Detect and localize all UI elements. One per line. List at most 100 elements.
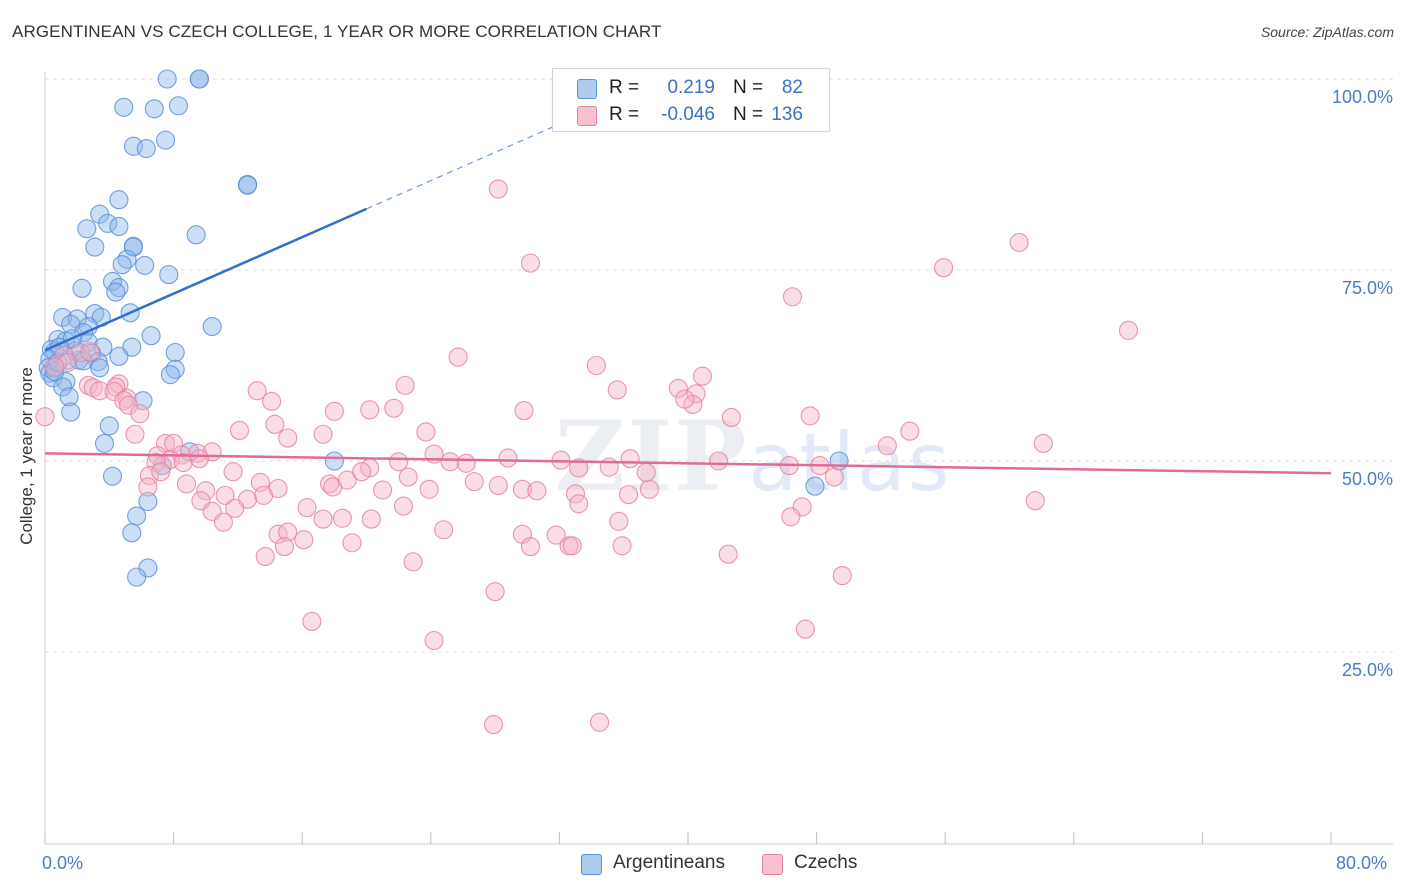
czechs-point: [265, 414, 285, 434]
argentineans-point: [324, 451, 344, 471]
czechs-point: [342, 533, 362, 553]
czechs-point: [138, 477, 158, 497]
czechs-point: [569, 494, 589, 514]
argentineans-point: [127, 567, 147, 587]
argentineans-trend-line: [44, 207, 368, 352]
czechs-point: [464, 472, 484, 492]
czechs-point: [934, 258, 954, 278]
y-tick-100: 100.0%: [1331, 87, 1393, 107]
czechs-point: [384, 398, 404, 418]
czechs-point: [718, 544, 738, 564]
czechs-point: [795, 619, 815, 639]
argentineans-point: [165, 342, 185, 363]
czechs-point: [527, 481, 547, 501]
czechs-point: [403, 552, 423, 572]
legend-n-value-czechs: 136: [771, 104, 803, 125]
czechs-point: [57, 352, 78, 372]
czechs-point: [360, 400, 380, 420]
czechs-point: [419, 479, 439, 499]
y-axis-label: College, 1 year or more: [17, 367, 36, 545]
argentineans-point: [189, 69, 209, 89]
gridlines: [45, 78, 1393, 653]
czechs-point: [512, 479, 532, 499]
czechs-point: [520, 537, 541, 557]
czechs-point: [237, 489, 258, 509]
argentineans-point: [88, 352, 108, 372]
czechs-point: [424, 630, 444, 651]
czechs-point: [80, 342, 100, 362]
czechs-point: [294, 530, 314, 550]
czechs-point: [70, 342, 90, 363]
bottom-legend-swatch-argentineans: [581, 854, 602, 875]
czechs-point: [586, 355, 606, 376]
czechs-point: [498, 448, 518, 468]
czechs-point: [297, 498, 317, 518]
argentineans-point: [202, 316, 222, 337]
czechs-point: [1118, 320, 1139, 340]
argentineans-point: [144, 99, 164, 119]
czechs-point: [255, 546, 275, 567]
czechs-point: [213, 512, 233, 532]
argentineans-point: [109, 346, 129, 366]
legend-n-label: N =: [733, 77, 764, 98]
czechs-point: [398, 467, 418, 487]
czechs-point: [223, 462, 243, 482]
argentineans-point: [829, 451, 849, 471]
argentineans-point: [114, 97, 134, 117]
czechs-trend-line: [44, 452, 1332, 475]
czechs-point: [247, 381, 267, 401]
czechs-point: [620, 449, 640, 469]
czechs-point: [686, 384, 706, 404]
legend-n-label: N =: [733, 104, 764, 125]
czechs-point: [877, 436, 897, 456]
bottom-legend-swatch-czechs: [762, 854, 783, 875]
czechs-point: [448, 347, 468, 367]
czechs-point: [278, 428, 298, 448]
argentineans-point: [141, 326, 161, 346]
czechs-point: [395, 375, 415, 395]
czechs-point: [612, 536, 632, 556]
czechs-point: [440, 452, 460, 472]
czechs-point: [569, 458, 589, 478]
czechs-point: [618, 485, 639, 505]
czechs-point: [639, 479, 659, 499]
argentineans-point: [136, 138, 156, 159]
x-tick-max: 80.0%: [1336, 853, 1388, 873]
czechs-point: [352, 462, 372, 482]
argentineans-point: [106, 282, 126, 302]
argentineans-point: [102, 466, 123, 486]
argentineans-point: [122, 523, 142, 543]
czechs-point: [456, 453, 476, 473]
czechs-point: [35, 407, 55, 427]
watermark-zip: ZIP: [555, 400, 749, 513]
czechs-point: [130, 404, 150, 424]
czechs-point: [313, 424, 333, 444]
czechs-point: [900, 421, 920, 441]
legend-r-label: R =: [609, 104, 640, 125]
czechs-point: [215, 485, 235, 505]
czechs-point: [189, 449, 209, 469]
y-tick-25: 25.0%: [1341, 660, 1393, 680]
argentineans-point: [93, 337, 113, 357]
czechs-point: [416, 422, 436, 442]
argentineans-point: [127, 506, 147, 526]
source-label[interactable]: Source: ZipAtlas.com: [1260, 24, 1394, 40]
czechs-point: [324, 401, 344, 421]
czechs-point: [609, 511, 629, 531]
argentineans-point: [157, 69, 177, 89]
argentineans-point: [138, 491, 158, 512]
argentineans-point: [186, 225, 206, 245]
czechs-point: [721, 407, 741, 428]
czechs-point: [832, 566, 852, 586]
czechs-point: [268, 478, 288, 499]
argentineans-point: [159, 265, 179, 285]
argentineans-point: [805, 476, 825, 496]
legend-r-value-czechs: -0.046: [661, 104, 715, 125]
trend-lines: [44, 66, 1332, 475]
legend-swatch-argentineans: [577, 79, 597, 99]
czechs-point: [824, 467, 844, 487]
argentineans-point: [123, 237, 143, 257]
czechs-point: [196, 481, 216, 501]
argentineans-point: [98, 213, 118, 233]
